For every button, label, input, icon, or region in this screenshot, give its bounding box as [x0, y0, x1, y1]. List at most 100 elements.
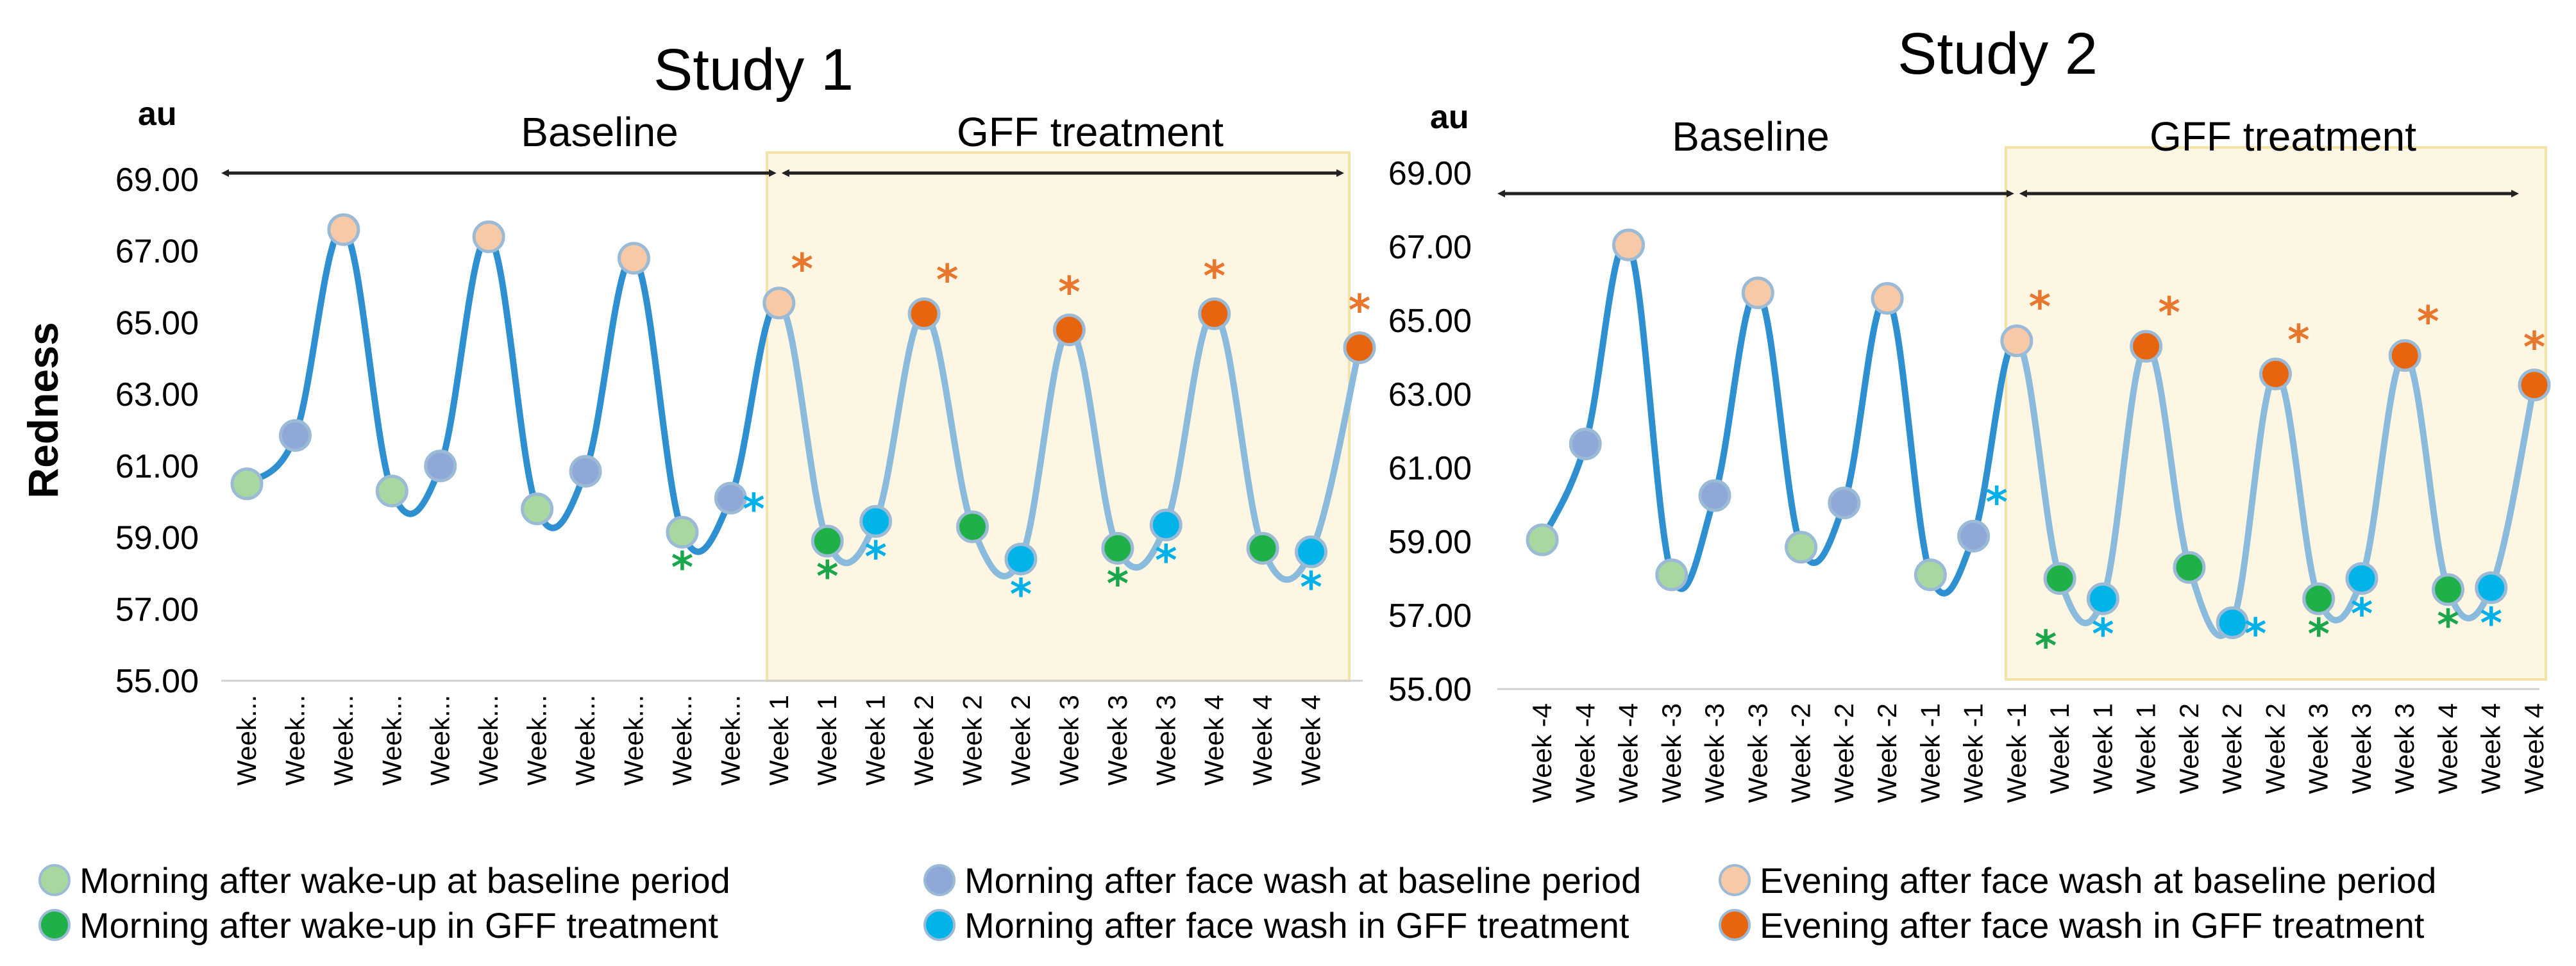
- significance-star: *: [1349, 286, 1371, 335]
- period-label-treatment: GFF treatment: [2150, 113, 2416, 160]
- x-tick-label: Week 2: [2217, 703, 2247, 794]
- significance-star: *: [2092, 610, 2114, 659]
- data-point: [1246, 531, 1279, 565]
- treatment-period-background: [766, 151, 1351, 682]
- legend-item: Morning after wake-up in GFF treatment: [38, 903, 718, 947]
- baseline-series-line: [244, 226, 782, 555]
- x-tick-label: Week...: [280, 695, 310, 786]
- significance-star: *: [816, 552, 839, 601]
- data-point: [1295, 535, 1328, 569]
- data-point: [1198, 297, 1231, 330]
- data-point: [956, 510, 989, 544]
- data-point: [666, 515, 699, 549]
- legend: Morning after wake-up at baseline period…: [0, 846, 2576, 962]
- y-tick-label: 59.00: [115, 520, 199, 557]
- x-tick-label: Week -2: [1786, 703, 1816, 803]
- figure: Study 1 au Redness 55.00 57.00 59.00 61.00 63.0…: [19, 21, 2551, 803]
- significance-star: *: [2035, 622, 2057, 671]
- legend-label: Evening after face wash at baseline peri…: [1760, 860, 2437, 901]
- significance-star: *: [2158, 288, 2180, 337]
- data-point: [714, 481, 747, 515]
- x-tick-label: Week 2: [2260, 703, 2290, 794]
- significance-star: *: [791, 245, 814, 294]
- y-tick-label: 65.00: [115, 304, 199, 342]
- legend-label: Evening after face wash in GFF treatment: [1760, 904, 2425, 945]
- significance-star: *: [2029, 283, 2051, 332]
- period-label-treatment: GFF treatment: [957, 109, 1224, 155]
- x-tick-label: Week 4: [1199, 695, 1229, 786]
- chart-study-1: Study 1 au Redness 55.00 57.00 59.00 61.00 63.0…: [19, 37, 1376, 786]
- data-point: [2130, 329, 2163, 363]
- x-tick-label: Week 1: [2087, 703, 2117, 794]
- y-tick-label: 59.00: [1388, 524, 1472, 561]
- legend-label: Morning after face wash at baseline peri…: [964, 860, 1642, 901]
- x-tick-label: Week...: [667, 695, 697, 786]
- legend-marker-treatment-wakeup: [38, 909, 71, 941]
- data-point: [2043, 562, 2076, 595]
- significance-star: *: [1985, 478, 2008, 527]
- data-point: [1612, 228, 1646, 262]
- significance-star: *: [2437, 601, 2459, 650]
- x-tick-label: Week 1: [2044, 703, 2075, 794]
- y-tick-label: 67.00: [115, 233, 199, 271]
- x-tick-label: Week 3: [1102, 695, 1132, 786]
- significance-star: *: [743, 485, 765, 534]
- x-tick-label: Week 1: [812, 695, 842, 786]
- data-point: [2000, 324, 2033, 358]
- chart-title: Study 1: [653, 37, 854, 103]
- x-tick-label: Week 2: [957, 695, 988, 786]
- data-point: [1698, 479, 1731, 512]
- data-point: [811, 524, 844, 558]
- y-tick-label: 69.00: [115, 162, 199, 199]
- significance-star: *: [2351, 590, 2373, 639]
- significance-star: *: [1155, 536, 1177, 585]
- significance-star: *: [1300, 563, 1322, 612]
- y-tick-label: 61.00: [115, 448, 199, 485]
- baseline-series-line: [1539, 239, 2020, 597]
- data-point: [521, 492, 554, 526]
- data-point: [907, 297, 941, 330]
- legend-marker-treatment-evening: [1719, 909, 1751, 941]
- x-tick-label: Week...: [425, 695, 455, 786]
- x-tick-label: Week -4: [1570, 703, 1600, 803]
- y-axis-unit: au: [1430, 99, 1469, 136]
- significance-star: *: [2244, 610, 2267, 659]
- y-tick-label: 65.00: [1388, 303, 1472, 340]
- data-point: [2086, 582, 2119, 615]
- data-point: [859, 504, 893, 538]
- y-tick-label: 61.00: [1388, 450, 1472, 487]
- period-label-baseline: Baseline: [521, 109, 678, 155]
- legend-item: Morning after face wash at baseline peri…: [923, 858, 1641, 903]
- significance-star: *: [936, 255, 959, 304]
- significance-star: *: [864, 532, 887, 581]
- data-point: [2259, 357, 2292, 390]
- y-tick-label: 67.00: [1388, 229, 1472, 266]
- x-tick-label: Week 2: [1006, 695, 1036, 786]
- x-tick-label: Week -2: [1829, 703, 1859, 803]
- y-tick-label: 57.00: [1388, 597, 1472, 635]
- significance-star: *: [2417, 297, 2439, 347]
- x-tick-label: Week...: [618, 695, 648, 786]
- x-tick-label: Week 3: [2346, 703, 2377, 794]
- data-point: [1871, 282, 1904, 315]
- data-point: [762, 287, 796, 320]
- y-tick-label: 57.00: [115, 591, 199, 628]
- x-tick-label: Week...: [715, 695, 745, 786]
- significance-star: *: [1203, 251, 1225, 301]
- y-tick-label: 69.00: [1388, 155, 1472, 192]
- x-tick-label: Week -4: [1613, 703, 1644, 803]
- data-point: [1785, 531, 1818, 564]
- data-point: [1655, 558, 1688, 592]
- legend-item: Evening after face wash in GFF treatment: [1719, 903, 2424, 947]
- y-tick-label: 63.00: [1388, 376, 1472, 413]
- data-point: [1741, 276, 1774, 310]
- x-tick-label: Week 2: [909, 695, 939, 786]
- x-tick-label: Week 1: [861, 695, 891, 786]
- data-point: [569, 454, 602, 488]
- x-tick-label: Week -1: [1915, 703, 1945, 803]
- significance-star: *: [2523, 323, 2546, 372]
- x-tick-label: Week 1: [764, 695, 794, 786]
- x-tick-label: Week 4: [2476, 703, 2506, 794]
- x-tick-label: Week 4: [2432, 703, 2462, 794]
- data-point: [2518, 369, 2551, 402]
